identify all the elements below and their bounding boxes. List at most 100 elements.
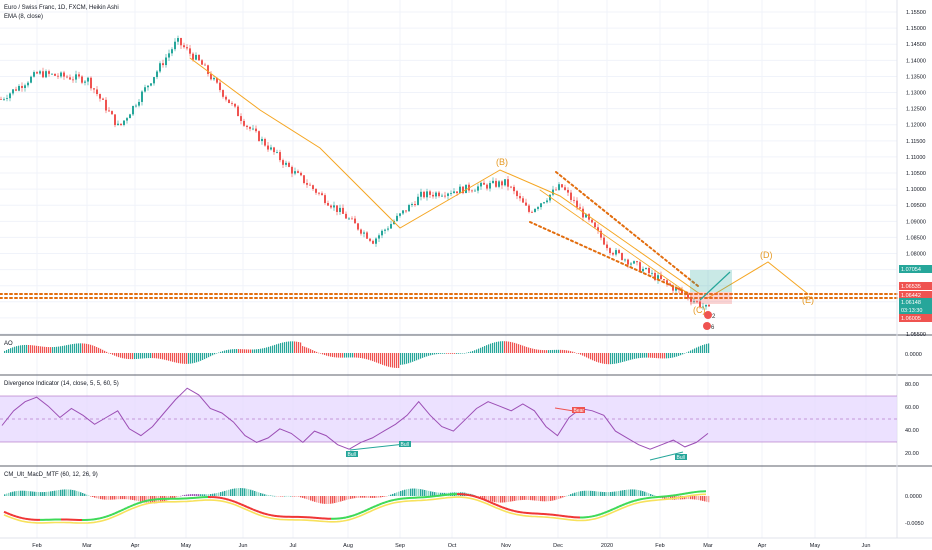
- macd-bar: [116, 496, 118, 500]
- macd-bar: [386, 496, 388, 497]
- bear-tag-text: Bear: [574, 408, 585, 414]
- macd-segment: [477, 496, 482, 500]
- macd-bar: [120, 496, 122, 500]
- ao-title[interactable]: AO: [4, 341, 13, 347]
- candle-body: [663, 279, 665, 281]
- candle-body: [399, 213, 401, 216]
- macd-bar: [370, 496, 372, 498]
- macd-bar: [42, 492, 44, 496]
- macd-bar: [702, 496, 704, 501]
- ao-bar: [220, 351, 222, 353]
- ao-bar: [426, 353, 428, 357]
- candle-body: [417, 196, 419, 206]
- macd-bar: [242, 488, 244, 496]
- ao-bar: [682, 353, 684, 355]
- ao-bar: [290, 341, 292, 353]
- wave-de-line[interactable]: [707, 261, 809, 299]
- ao-bar: [20, 345, 22, 353]
- candle-body: [174, 41, 176, 50]
- ao-bar: [90, 344, 92, 353]
- macd-segment: [249, 507, 254, 511]
- time-tick: Jun: [239, 543, 248, 549]
- macd-segment: [102, 515, 107, 519]
- ao-bar: [272, 345, 274, 353]
- macd-segment: [117, 509, 122, 513]
- candle-body: [288, 162, 290, 167]
- macd-segment: [507, 508, 512, 512]
- wave-abc-line[interactable]: [189, 57, 701, 295]
- macd-bar: [546, 496, 548, 502]
- macd-bar: [638, 490, 640, 496]
- macd-bar: [652, 494, 654, 496]
- macd-bar: [4, 494, 6, 496]
- candle-body: [534, 208, 536, 213]
- divergence-title[interactable]: Divergence Indicator (14, close, 5, 5, 6…: [4, 381, 119, 387]
- channel-upper-line[interactable]: [555, 171, 699, 287]
- ao-bar: [606, 353, 608, 365]
- macd-bar: [668, 496, 670, 500]
- macd-bar: [282, 496, 284, 497]
- macd-bar: [100, 496, 102, 500]
- time-tick: 2020: [601, 543, 613, 549]
- macd-bar: [52, 491, 54, 496]
- ao-bar: [386, 353, 388, 367]
- price-tick: 1.15500: [906, 10, 926, 16]
- candle-body: [705, 304, 707, 307]
- symbol-title[interactable]: Euro / Swiss Franc, 1D, FXCM, Heikin Ash…: [4, 5, 119, 11]
- ao-bar: [642, 353, 644, 358]
- macd-segment: [228, 498, 233, 502]
- candle-body: [273, 147, 275, 153]
- macd-bar: [126, 496, 128, 500]
- macd-bar: [504, 496, 506, 503]
- ao-bar: [434, 353, 436, 355]
- ema-title[interactable]: EMA (8, close): [4, 14, 43, 20]
- ao-bar: [100, 348, 102, 353]
- channel-lower-line[interactable]: [529, 221, 691, 295]
- ao-bar: [262, 348, 264, 353]
- ao-bar: [624, 353, 626, 362]
- candle-body: [429, 191, 431, 195]
- candle-body: [630, 263, 632, 265]
- ao-bar: [542, 350, 544, 353]
- ao-bar: [480, 347, 482, 353]
- event-markers[interactable]: 2 6: [703, 311, 716, 331]
- candle-body: [129, 114, 131, 119]
- ao-bar: [156, 353, 158, 359]
- ao-bar: [406, 353, 408, 364]
- macd-segment: [3, 510, 8, 514]
- candle-body: [297, 171, 299, 173]
- ao-bar: [212, 353, 214, 356]
- time-axis[interactable]: Feb Mar Apr May Jun Jul Aug Sep Oct Nov Dec 2020 Feb…: [32, 543, 870, 549]
- ao-bar: [312, 350, 314, 353]
- elliott-wave-drawing[interactable]: [0, 57, 898, 299]
- ao-bar: [36, 345, 38, 353]
- macd-bar: [692, 496, 694, 500]
- macd-bar: [338, 496, 340, 503]
- macd-bar: [354, 496, 356, 499]
- ao-bar: [556, 349, 558, 353]
- macd-bar: [438, 492, 440, 496]
- ao-bar: [374, 353, 376, 362]
- candle-body: [609, 248, 611, 254]
- macd-bar: [366, 496, 368, 498]
- ao-bar: [170, 353, 172, 362]
- macd-bar: [324, 496, 326, 504]
- divergence-signals[interactable]: Bull Bull Bear Bull: [346, 407, 687, 461]
- ao-bar: [676, 353, 678, 357]
- macd-title[interactable]: CM_Ult_MacD_MTF (60, 12, 26, 9): [4, 472, 98, 478]
- candle-body: [678, 287, 680, 290]
- macd-bar: [278, 496, 280, 497]
- candle-body: [180, 38, 182, 46]
- macd-bar: [540, 496, 542, 502]
- candle-body: [321, 193, 323, 196]
- candle-body: [312, 185, 314, 189]
- candle-body: [162, 63, 164, 66]
- price-tick: 1.14000: [906, 58, 926, 64]
- candle-body: [606, 244, 608, 249]
- macd-bar: [142, 496, 144, 503]
- candle-body: [381, 230, 383, 236]
- long-position-tool[interactable]: [690, 270, 732, 304]
- macd-segment: [345, 515, 350, 519]
- macd-segment: [270, 514, 275, 517]
